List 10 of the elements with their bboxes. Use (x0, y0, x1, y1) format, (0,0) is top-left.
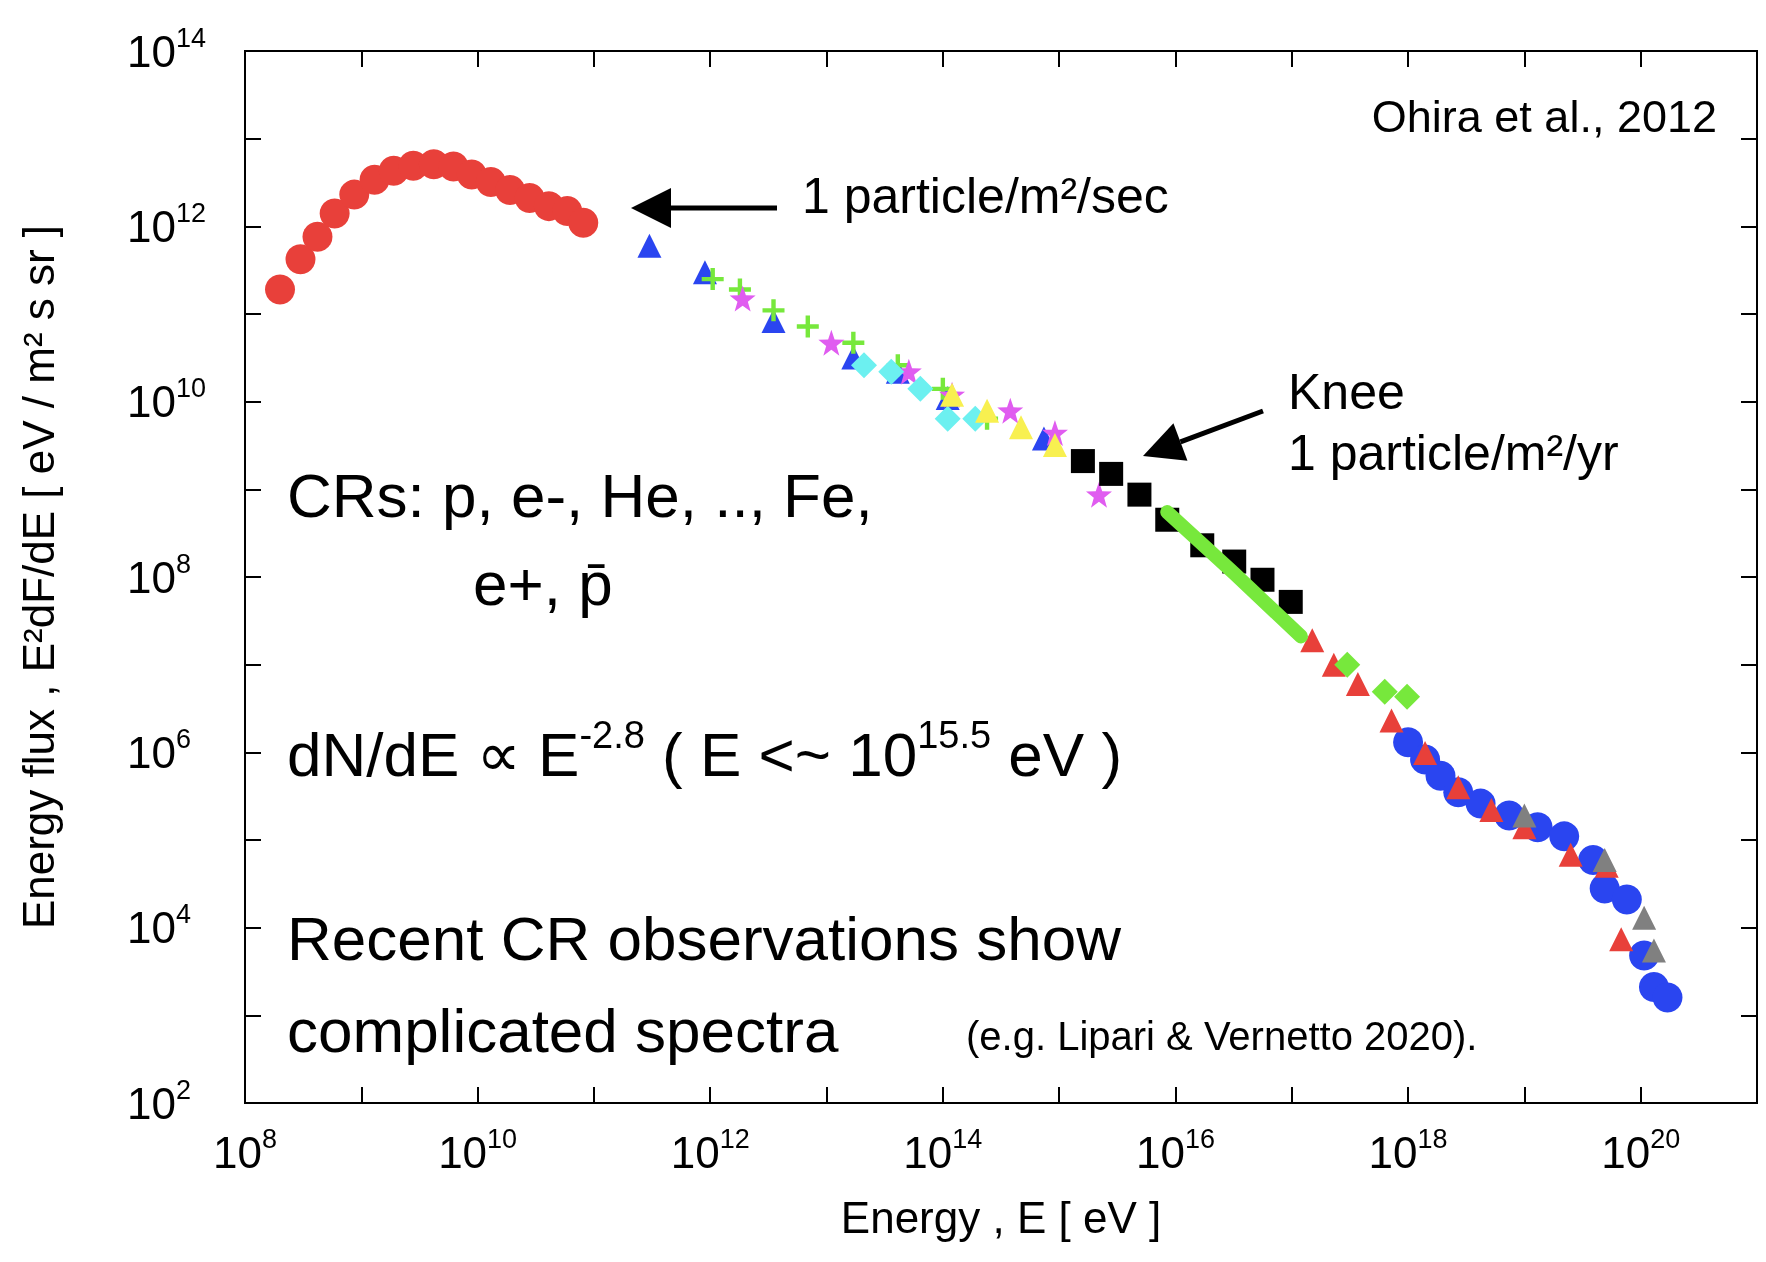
annotation: Recent CR observations show (287, 903, 1122, 973)
annotation: (e.g. Lipari & Vernetto 2020). (966, 1014, 1478, 1058)
x-axis-title: Energy , E [ eV ] (840, 1192, 1162, 1242)
annotation: complicated spectra (287, 995, 839, 1065)
y-axis-title: Energy flux , E²dF/dE [ eV / m² s sr ] (13, 224, 63, 930)
annotation: 1 particle/m²/sec (802, 168, 1169, 224)
annotation: CRs: p, e-, He, .., Fe, (287, 460, 873, 530)
annotation: Ohira et al., 2012 (1371, 90, 1717, 142)
annotation: e+, p̄ (473, 548, 613, 618)
annotation: Knee 1 particle/m²/yr (1288, 363, 1619, 481)
